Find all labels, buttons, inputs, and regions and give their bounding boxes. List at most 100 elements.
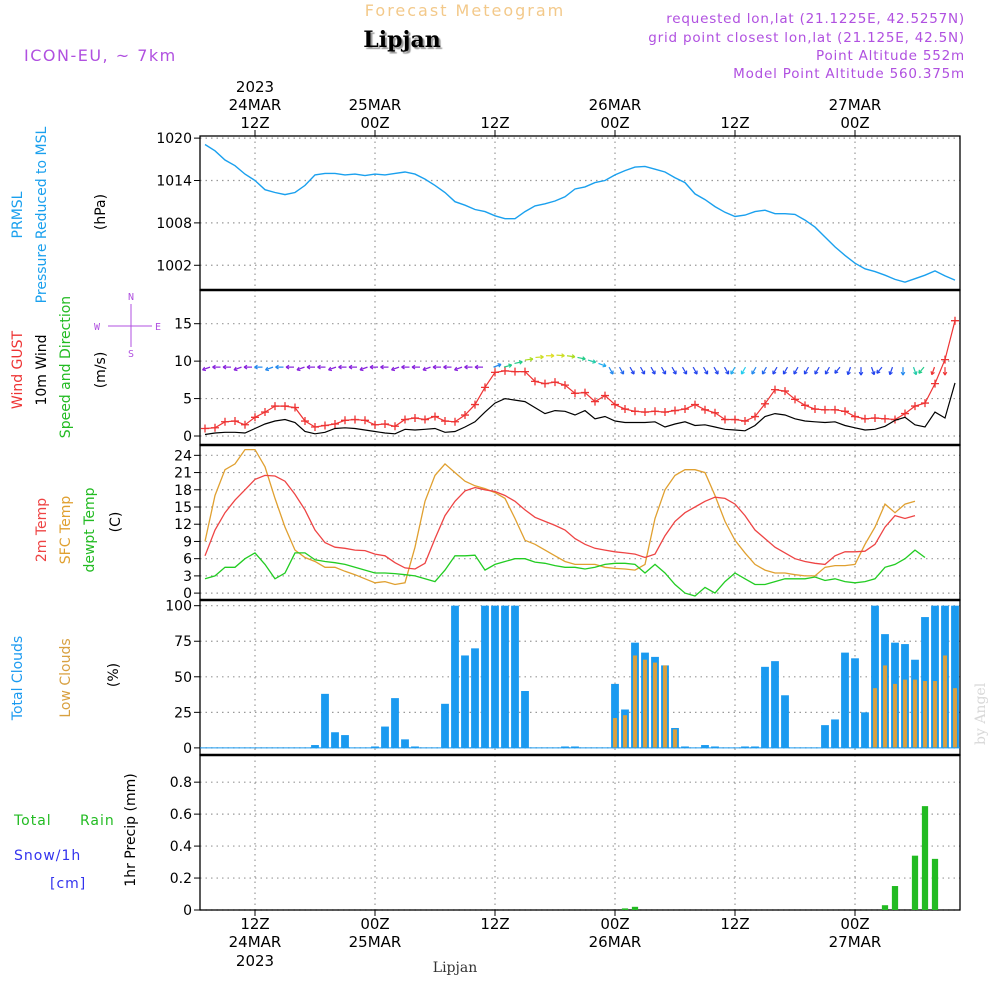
- location-title: Lipjan: [363, 27, 440, 53]
- wind-label-gust: Wind GUST: [10, 330, 26, 409]
- wind-arrow: [233, 366, 242, 371]
- wind-arrow-head: [432, 364, 437, 370]
- total-cloud-bar: [411, 746, 419, 748]
- gust-marker: [791, 395, 799, 404]
- gust-marker: [381, 420, 389, 429]
- wind-ytick-label: 10: [174, 354, 192, 370]
- wind-arrow-head: [540, 354, 544, 360]
- gust-marker: [611, 400, 619, 409]
- wind-arrow-head: [296, 366, 301, 372]
- wind-arrow-head: [725, 370, 730, 375]
- gust-marker: [281, 402, 289, 411]
- compass-s: S: [128, 349, 134, 360]
- gust-marker: [921, 399, 929, 408]
- rain-bar: [881, 905, 889, 910]
- wind-label-dir: Speed and Direction: [58, 296, 74, 438]
- gust-marker: [881, 414, 889, 423]
- dewpt-line: [204, 549, 926, 597]
- wind-arrow-head: [265, 366, 270, 372]
- pressure-ytick-label: 1002: [156, 258, 192, 274]
- gust-marker: [441, 417, 449, 426]
- low-cloud-bar: [933, 681, 937, 748]
- gust-marker: [831, 405, 839, 414]
- gust-marker: [871, 414, 879, 423]
- wind-arrow-head: [454, 366, 459, 372]
- wind-arrow: [265, 366, 274, 371]
- gust-marker: [401, 415, 409, 424]
- gust-marker: [701, 405, 709, 414]
- credit-text: by Angel: [973, 682, 989, 745]
- gust-marker: [821, 405, 829, 414]
- gust-marker: [341, 416, 349, 425]
- wind-arrow-head: [846, 371, 851, 376]
- wind-arrow: [535, 356, 544, 359]
- wind-ytick-label: 5: [183, 392, 192, 408]
- clouds-unit: (%): [106, 663, 122, 687]
- pressure-frame: [199, 135, 961, 291]
- clouds-ytick-label: 50: [174, 670, 192, 686]
- temp-unit: (C): [108, 512, 124, 533]
- wind-arrow-head: [369, 364, 374, 370]
- gust-marker: [331, 420, 339, 429]
- wind-arrow: [834, 366, 841, 374]
- gust-marker: [601, 391, 609, 400]
- compass-n: N: [128, 292, 134, 303]
- wind-arrow-head: [359, 366, 364, 372]
- wind-arrow-head: [561, 353, 565, 358]
- pressure-panel: 1002 1008 1014 1020: [156, 131, 961, 291]
- gust-marker: [201, 424, 209, 433]
- gust-marker: [451, 417, 459, 426]
- total-cloud-bar: [401, 739, 409, 748]
- temp-ytick-label: 3: [183, 569, 192, 585]
- wind-arrow: [639, 366, 646, 375]
- total-cloud-bar: [331, 732, 339, 748]
- gust-marker: [621, 405, 629, 414]
- rain-bar: [891, 886, 899, 910]
- total-cloud-bar: [571, 746, 579, 748]
- low-cloud-bar: [953, 688, 957, 748]
- top-date-label: 25MAR: [349, 96, 402, 114]
- gust-marker: [561, 381, 569, 390]
- wind-arrow-head: [497, 363, 502, 368]
- gust-marker: [581, 388, 589, 397]
- wind-arrow-head: [824, 370, 829, 375]
- total-cloud-bar: [711, 746, 719, 748]
- product-title: Forecast Meteogram: [365, 1, 565, 20]
- pressure-ytick-label: 1020: [156, 131, 192, 147]
- top-hour-label: 00Z: [360, 114, 389, 132]
- gust-marker: [261, 408, 269, 417]
- total-cloud-bar: [851, 658, 859, 748]
- top-date-label: 27MAR: [829, 96, 882, 114]
- wind-arrow-head: [474, 364, 479, 370]
- temp-ytick-label: 24: [174, 448, 192, 464]
- gust-marker: [231, 417, 239, 426]
- point-altitude: Point Altitude 552m: [816, 48, 965, 64]
- gust-marker: [941, 355, 949, 364]
- gust-marker: [691, 400, 699, 409]
- low-cloud-bar: [923, 681, 927, 748]
- wind-ytick-label: 0: [183, 429, 192, 445]
- top-date-label: 26MAR: [589, 96, 642, 114]
- bottom-date-label: 24MAR: [229, 933, 282, 951]
- gust-marker: [311, 423, 319, 432]
- wind-arrow: [912, 366, 917, 375]
- wind-arrow-head: [888, 371, 893, 376]
- pressure-unit: (hPa): [93, 194, 109, 230]
- precip-frame: [199, 754, 961, 911]
- temp-label-dewpt: dewpt Temp: [82, 487, 98, 572]
- wind-arrow: [782, 366, 789, 375]
- wind-arrow-head: [443, 364, 447, 370]
- low-cloud-bar: [903, 679, 907, 748]
- wind-arrow-head: [464, 364, 468, 370]
- gust-marker: [951, 316, 959, 325]
- precip-ytick-label: 0.8: [170, 775, 192, 791]
- wind-arrow: [931, 366, 936, 375]
- low-cloud-bar: [663, 665, 667, 748]
- gust-marker: [241, 420, 249, 429]
- total-cloud-bar: [471, 648, 479, 748]
- gust-marker: [911, 402, 919, 411]
- total-cloud-bar: [931, 605, 939, 748]
- wind-arrow: [514, 361, 523, 365]
